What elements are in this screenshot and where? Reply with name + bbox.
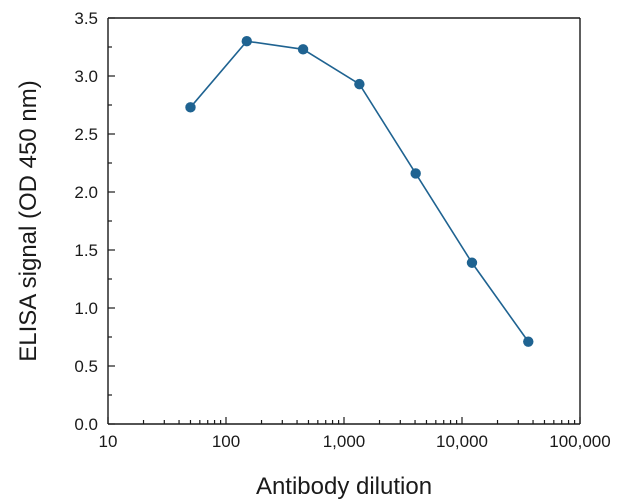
- x-tick-label: 1,000: [323, 432, 366, 451]
- x-tick-label: 10,000: [436, 432, 488, 451]
- data-point: [523, 336, 534, 347]
- data-point: [241, 36, 252, 47]
- y-axis-title: ELISA signal (OD 450 nm): [15, 80, 42, 361]
- y-tick-label: 2.5: [74, 125, 98, 144]
- data-point: [297, 44, 309, 55]
- data-point: [410, 168, 421, 179]
- y-axis-ticks: 0.0 0.5 1.0 1.5 2.0 2.5 3.0 3.5: [74, 9, 115, 434]
- y-tick-label: 3.0: [74, 67, 98, 86]
- plot-area: [107, 17, 581, 425]
- y-tick-label: 1.0: [74, 299, 98, 318]
- x-axis-title: Antibody dilution: [256, 473, 432, 500]
- x-tick-label: 100,000: [549, 432, 610, 451]
- data-point: [354, 78, 365, 90]
- series-layer: [185, 36, 534, 347]
- x-tick-label: 100: [212, 432, 240, 451]
- data-point: [466, 257, 478, 268]
- y-tick-label: 3.5: [74, 9, 98, 28]
- y-tick-label: 1.5: [74, 241, 98, 260]
- x-axis-ticks: 10 100 1,000 10,000 100,000: [99, 417, 611, 451]
- y-tick-label: 0.5: [74, 357, 98, 376]
- y-tick-label: 2.0: [74, 183, 98, 202]
- x-tick-label: 10: [99, 432, 118, 451]
- data-point: [185, 102, 196, 113]
- y-tick-label: 0.0: [74, 415, 98, 434]
